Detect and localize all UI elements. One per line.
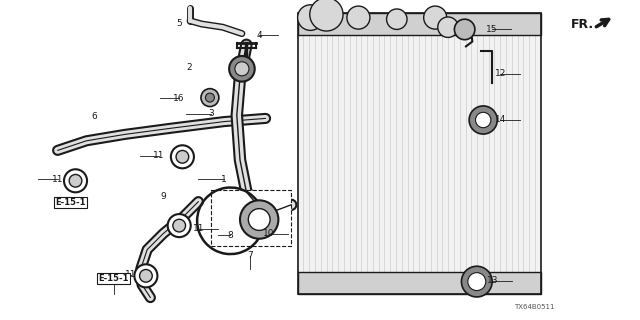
- Text: 9: 9: [161, 192, 166, 201]
- Text: 12: 12: [495, 69, 506, 78]
- Text: 4: 4: [257, 31, 262, 40]
- Ellipse shape: [476, 112, 491, 128]
- Ellipse shape: [173, 219, 186, 232]
- Text: 2: 2: [187, 63, 192, 72]
- Ellipse shape: [176, 150, 189, 163]
- Ellipse shape: [205, 93, 214, 102]
- Text: 16: 16: [173, 94, 185, 103]
- Bar: [298, 13, 541, 35]
- Text: TX64B0511: TX64B0511: [514, 304, 555, 310]
- Ellipse shape: [69, 174, 82, 187]
- Text: 15: 15: [486, 25, 497, 34]
- Ellipse shape: [387, 9, 407, 29]
- Text: 8: 8: [228, 231, 233, 240]
- Ellipse shape: [235, 62, 249, 76]
- Ellipse shape: [438, 17, 458, 37]
- Text: 13: 13: [487, 276, 499, 285]
- Text: 7: 7: [247, 252, 252, 260]
- Text: 6: 6: [92, 112, 97, 121]
- Ellipse shape: [171, 145, 194, 168]
- Ellipse shape: [229, 56, 255, 82]
- Text: 11: 11: [125, 270, 137, 279]
- Ellipse shape: [140, 269, 152, 282]
- Text: 11: 11: [52, 175, 63, 184]
- Bar: [298, 13, 541, 294]
- Text: 14: 14: [495, 116, 506, 124]
- Bar: [298, 35, 541, 272]
- Ellipse shape: [298, 5, 323, 30]
- Text: FR.: FR.: [571, 18, 594, 30]
- Bar: [298, 272, 541, 294]
- Ellipse shape: [347, 6, 370, 29]
- Ellipse shape: [64, 169, 87, 192]
- Ellipse shape: [310, 0, 343, 31]
- Ellipse shape: [424, 6, 447, 29]
- Ellipse shape: [240, 200, 278, 239]
- Ellipse shape: [134, 264, 157, 287]
- Text: 11: 11: [193, 224, 204, 233]
- Text: 1: 1: [221, 175, 227, 184]
- Ellipse shape: [469, 106, 497, 134]
- Bar: [211, 190, 291, 246]
- Ellipse shape: [454, 19, 475, 40]
- Text: 10: 10: [263, 229, 275, 238]
- Ellipse shape: [168, 214, 191, 237]
- Text: 5: 5: [177, 20, 182, 28]
- Text: 11: 11: [153, 151, 164, 160]
- Ellipse shape: [468, 273, 486, 291]
- Ellipse shape: [248, 209, 270, 230]
- Ellipse shape: [461, 266, 492, 297]
- Ellipse shape: [201, 89, 219, 107]
- Text: E-15-1: E-15-1: [99, 274, 129, 283]
- Text: E-15-1: E-15-1: [55, 198, 86, 207]
- Text: 3: 3: [209, 109, 214, 118]
